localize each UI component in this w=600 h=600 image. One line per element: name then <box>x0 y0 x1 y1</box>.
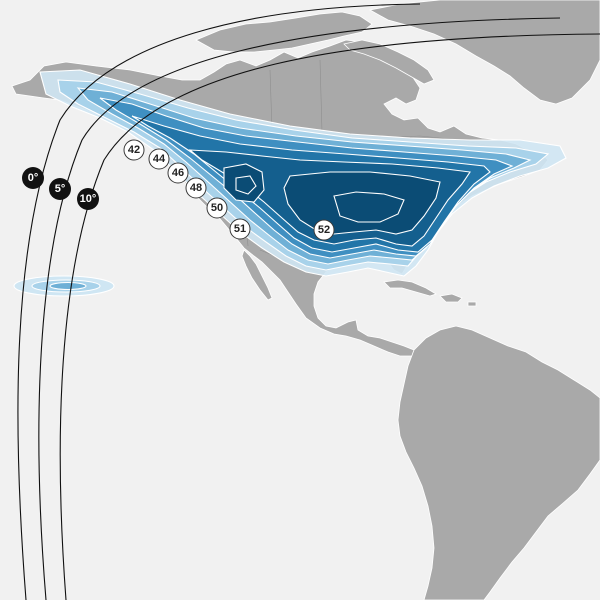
level-label-51: 51 <box>229 218 251 240</box>
level-label-50-text: 50 <box>211 202 223 214</box>
coverage-level-labels: 42 44 46 48 50 51 52 <box>123 139 335 241</box>
arctic-islands <box>195 11 373 53</box>
cuba <box>383 279 437 297</box>
level-label-46: 46 <box>167 162 189 184</box>
level-label-50: 50 <box>206 197 228 219</box>
hawaii-beam-core <box>49 281 87 291</box>
level-label-46-text: 46 <box>172 167 184 179</box>
elevation-arc-10 <box>59 33 600 600</box>
greenland <box>368 0 600 105</box>
elevation-label-0-text: 0° <box>28 172 39 184</box>
elevation-label-10-text: 10° <box>80 193 97 205</box>
elevation-arc-5 <box>38 17 561 600</box>
level-label-48-text: 48 <box>190 182 202 194</box>
elevation-arcs <box>17 3 600 600</box>
level-label-48: 48 <box>185 177 207 199</box>
level-label-44-text: 44 <box>153 153 166 165</box>
baja-california <box>241 249 273 301</box>
coverage-contour-52-core <box>235 175 405 223</box>
elevation-label-5-text: 5° <box>55 183 66 195</box>
level-label-52-text: 52 <box>318 224 330 236</box>
south-america <box>397 325 600 600</box>
level-label-42: 42 <box>123 139 145 161</box>
elevation-label-0: 0° <box>22 167 44 189</box>
elevation-arc-0 <box>17 3 421 600</box>
elevation-labels: 0° 5° 10° <box>22 167 99 210</box>
elevation-label-10: 10° <box>77 188 99 210</box>
level-label-51-text: 51 <box>234 223 246 235</box>
level-label-52: 52 <box>313 219 335 241</box>
hispaniola <box>439 293 463 303</box>
puerto-rico <box>467 301 477 307</box>
coverage-beam <box>13 69 567 297</box>
level-label-42-text: 42 <box>128 144 140 156</box>
elevation-label-5: 5° <box>49 178 71 200</box>
level-label-44: 44 <box>148 148 170 170</box>
